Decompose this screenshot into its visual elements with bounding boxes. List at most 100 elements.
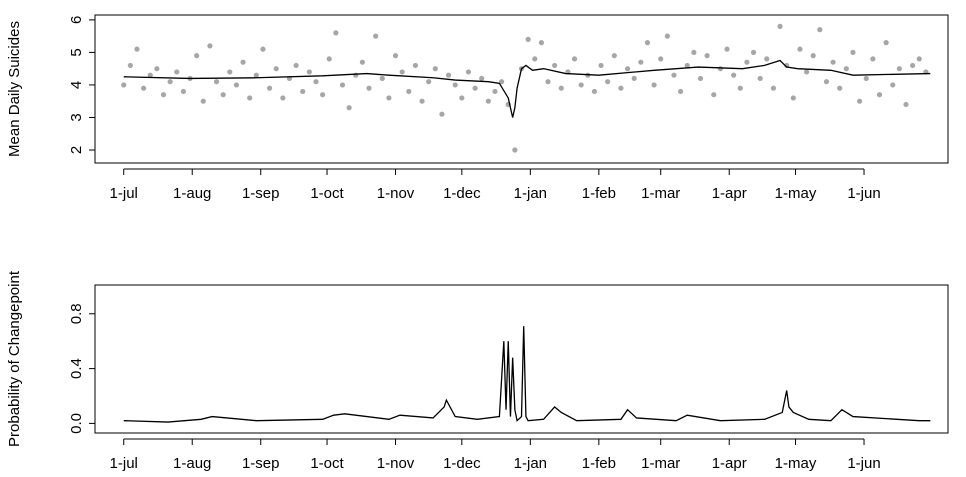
x-tick-label: 1-jul [110, 455, 138, 472]
data-point [697, 75, 704, 82]
data-point [558, 85, 564, 91]
x-tick-label: 1-oct [310, 185, 344, 202]
x-tick-label: 1-feb [582, 185, 616, 202]
data-point [320, 92, 326, 98]
x-tick-label: 1-dec [443, 185, 481, 202]
data-point [903, 101, 909, 108]
data-point [671, 72, 677, 78]
data-point [253, 72, 259, 78]
data-point [810, 53, 816, 59]
data-point [790, 95, 796, 101]
data-point [631, 75, 637, 82]
x-tick-label: 1-jun [847, 455, 880, 472]
data-point [512, 147, 518, 153]
x-tick-label: 1-sep [242, 185, 280, 202]
data-point [731, 72, 737, 78]
data-point [366, 85, 372, 91]
data-point [439, 111, 445, 117]
x-tick-label: 1-sep [242, 455, 280, 472]
data-point [147, 72, 153, 78]
data-point [379, 75, 385, 82]
data-point [386, 95, 392, 101]
data-point [837, 85, 843, 91]
data-point [571, 56, 578, 62]
data-point [724, 46, 730, 52]
data-point [472, 85, 478, 91]
data-point [333, 30, 339, 36]
data-point [525, 36, 531, 42]
data-point [605, 79, 611, 85]
data-point [412, 62, 419, 69]
x-tick-label: 1-aug [173, 455, 211, 472]
data-point [744, 59, 750, 65]
data-point [624, 66, 631, 72]
data-point [220, 92, 226, 98]
y-tick-label: 6 [68, 16, 85, 24]
data-point [552, 62, 558, 69]
data-point [870, 56, 876, 62]
data-point [757, 75, 763, 82]
data-point [359, 59, 365, 65]
data-point [890, 82, 896, 88]
x-tick-label: 1-jun [847, 185, 880, 202]
data-point [850, 49, 856, 56]
x-tick-label: 1-oct [310, 455, 344, 472]
data-point [499, 79, 505, 85]
data-point [611, 53, 617, 59]
data-point [737, 85, 743, 91]
y-tick-label: 3 [68, 113, 85, 121]
data-point [830, 59, 836, 65]
data-point [194, 53, 200, 59]
data-point [717, 66, 723, 72]
y-axis-title: Mean Daily Suicides [6, 21, 23, 157]
data-point [764, 56, 770, 62]
data-point [465, 69, 472, 75]
data-point [797, 46, 803, 52]
x-tick-label: 1-apr [712, 185, 747, 202]
x-tick-label: 1-feb [582, 455, 616, 472]
data-point [750, 49, 757, 56]
data-point [684, 62, 690, 69]
data-point [651, 82, 657, 88]
x-tick-label: 1-jan [514, 455, 547, 472]
x-tick-label: 1-mar [641, 185, 680, 202]
data-point [233, 82, 240, 88]
data-point [432, 66, 438, 72]
data-point [326, 56, 332, 62]
data-point [678, 88, 684, 95]
data-point [445, 72, 452, 78]
data-point [459, 95, 465, 101]
data-point [240, 59, 246, 65]
data-point [392, 53, 399, 59]
data-point [452, 82, 458, 88]
plot-frame [94, 14, 949, 164]
data-point [479, 75, 485, 82]
x-tick-label: 1-nov [377, 185, 415, 202]
data-point [876, 92, 883, 98]
data-point [426, 79, 432, 85]
data-point [127, 62, 133, 69]
y-tick-label: 2 [68, 146, 85, 154]
data-point [180, 88, 186, 95]
data-point [896, 66, 902, 72]
data-point [704, 53, 710, 59]
x-tick-label: 1-dec [443, 455, 481, 472]
data-point [399, 69, 405, 75]
data-point [346, 105, 352, 111]
data-line [123, 326, 931, 423]
data-point [266, 85, 273, 91]
data-point [578, 82, 584, 88]
data-point [843, 66, 849, 72]
data-point [293, 62, 299, 69]
data-point [863, 75, 869, 82]
data-point [306, 69, 312, 75]
data-point [160, 92, 167, 98]
data-point [213, 79, 220, 85]
data-point [598, 62, 604, 69]
x-tick-label: 1-may [775, 185, 817, 202]
data-point [817, 27, 823, 33]
data-point [857, 98, 863, 104]
data-point [777, 23, 783, 29]
data-point [141, 85, 147, 91]
data-point [492, 88, 498, 95]
